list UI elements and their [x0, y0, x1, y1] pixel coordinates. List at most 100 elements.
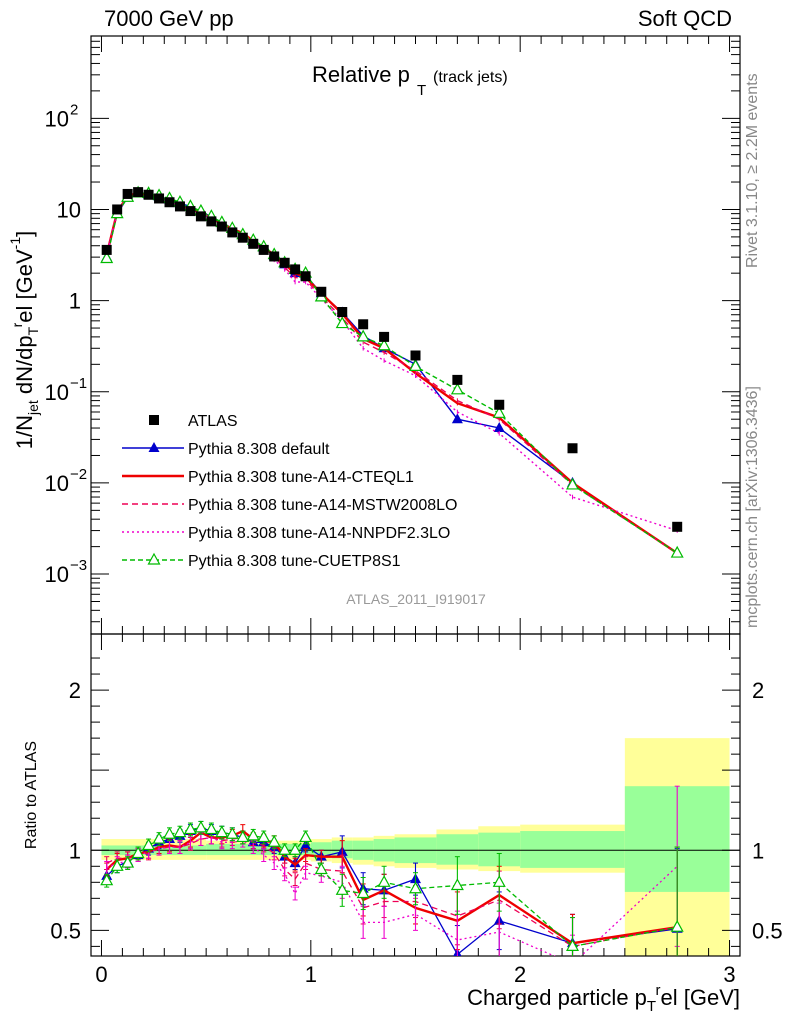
ratio-series-group — [100, 785, 684, 956]
ratio-point — [299, 830, 313, 843]
atlas-data-point — [216, 221, 227, 232]
main-point — [335, 316, 349, 329]
ratio-point — [492, 875, 506, 887]
ratio-y-tick-label-right: 0.5 — [752, 918, 783, 943]
y-tick-label-group: 10 −2 — [45, 466, 88, 496]
atlas-data-point — [248, 238, 259, 249]
atlas-data-point — [112, 204, 123, 215]
band-green-1 — [206, 843, 311, 856]
legend-label: Pythia 8.308 tune-CUETP8S1 — [188, 553, 401, 570]
atlas-data-point — [567, 443, 578, 454]
atlas-data-point — [101, 244, 112, 255]
y-tick-exponent: −1 — [70, 375, 87, 392]
ratio-point — [670, 919, 684, 932]
y-tick-label-group: 10 −3 — [45, 557, 88, 587]
ratio-point — [377, 875, 391, 887]
legend-label: Pythia 8.308 tune-A14-MSTW2008LO — [188, 497, 457, 514]
atlas-data-point — [452, 374, 463, 385]
main-point — [492, 406, 506, 418]
atlas-data-point — [269, 251, 280, 262]
legend-item-4: Pythia 8.308 tune-A14-NNPDF2.3LO — [122, 525, 450, 542]
atlas-data-point — [195, 211, 206, 222]
y-tick-exponent: −2 — [70, 466, 87, 483]
atlas-data-point — [164, 197, 175, 208]
atlas-data-point — [133, 187, 144, 198]
ratio-y-tick-label: 1 — [69, 838, 81, 863]
legend-item-3: Pythia 8.308 tune-A14-MSTW2008LO — [122, 497, 457, 514]
atlas-data-point — [237, 232, 248, 243]
ratio-point — [408, 881, 423, 894]
ratio-point — [267, 835, 281, 847]
x-tick-label: 0 — [95, 962, 107, 987]
atlas-data-point — [258, 244, 269, 255]
ratio-y-tick-label-right: 1 — [752, 838, 764, 863]
ratio-y-tick-label: 2 — [69, 678, 81, 703]
ratio-point — [335, 883, 349, 895]
legend-item-5: Pythia 8.308 tune-CUETP8S1 — [122, 552, 401, 570]
ratio-point — [225, 827, 239, 839]
ratio-uncertainty-bands — [101, 738, 730, 956]
y-tick-label-group: 10 2 — [45, 101, 79, 131]
ratio-point — [152, 831, 166, 844]
plot-title-main: Relative p — [312, 62, 410, 87]
legend-label: Pythia 8.308 default — [188, 441, 330, 458]
y-tick-label: 1 — [69, 289, 81, 314]
atlas-data-point — [227, 227, 238, 238]
legend-label: Pythia 8.308 tune-A14-NNPDF2.3LO — [188, 525, 450, 542]
atlas-data-point — [672, 521, 683, 532]
main-series-group — [100, 185, 684, 558]
legend-item-0: ATLAS — [149, 413, 238, 430]
main-plot-frame — [90, 35, 741, 635]
ratio-point — [278, 843, 292, 855]
main-point — [493, 422, 505, 433]
atlas-data-point — [143, 189, 154, 200]
legend-item-1: Pythia 8.308 default — [122, 441, 330, 458]
ratio-point — [257, 830, 271, 843]
legend-label: ATLAS — [188, 413, 238, 430]
y-tick-label: 10 — [57, 197, 81, 222]
y-tick-label: 10 — [45, 471, 69, 496]
plot-title: Relative p T (track jets) — [312, 62, 508, 99]
atlas-data-point — [358, 319, 369, 330]
ratio-point — [142, 838, 156, 851]
y-tick-label-group: 10 — [57, 197, 81, 222]
y-tick-label: 10 — [45, 562, 69, 587]
main-point — [450, 382, 464, 395]
main-point — [377, 338, 391, 351]
main-point — [451, 413, 463, 424]
x-axis-label: Charged particle pTrel [GeV] — [467, 982, 740, 1015]
atlas-data-point — [316, 286, 327, 297]
ratio-point — [450, 878, 464, 891]
ratio-point — [194, 820, 208, 833]
header-process: Soft QCD — [637, 6, 732, 31]
y-tick-label: 10 — [45, 380, 69, 405]
y-tick-exponent: 2 — [70, 101, 78, 118]
atlas-data-point — [185, 206, 196, 217]
ratio-point — [288, 843, 302, 855]
y-tick-exponent: −3 — [70, 557, 87, 574]
ratio-point — [131, 846, 145, 859]
ratio-point — [566, 939, 580, 951]
analysis-watermark: ATLAS_2011_I919017 — [346, 591, 486, 607]
main-point — [566, 477, 580, 490]
main-y-axis-label: 1/Njet dN/dpTrel [GeV-1] — [7, 231, 41, 450]
band-green-9 — [520, 831, 625, 868]
y-tick-label: 10 — [45, 106, 69, 131]
plot-title-subscript: T — [417, 82, 426, 99]
atlas-data-point — [337, 307, 348, 318]
atlas-data-point — [206, 216, 217, 227]
ratio-point — [173, 825, 187, 838]
ratio-point — [246, 828, 260, 841]
atlas-data-point — [379, 331, 390, 342]
atlas-data-point — [174, 201, 185, 212]
legend-marker — [149, 415, 159, 425]
main-point — [670, 545, 684, 558]
main-y-axis-label-text: 1/Njet dN/dpTrel [GeV-1] — [7, 231, 41, 450]
legend-marker — [148, 442, 160, 452]
header-beam-energy: 7000 GeV pp — [104, 6, 234, 31]
ratio-point — [110, 859, 124, 871]
atlas-data-point — [300, 271, 311, 282]
ratio-y-tick-label-right: 2 — [752, 678, 764, 703]
plot-title-note: (track jets) — [433, 69, 508, 86]
